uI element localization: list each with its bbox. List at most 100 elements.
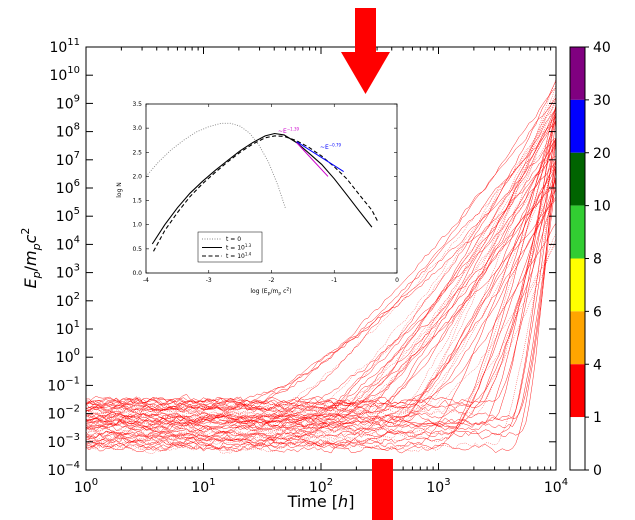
particle-track [86, 137, 556, 407]
y-tick-exp: 2 [74, 291, 80, 302]
main-y-axis: 10−410−310−210−1100101102103104105106107… [47, 37, 556, 479]
colorbar-segment [570, 47, 585, 100]
y-title-sup: 2 [19, 228, 32, 235]
inset-x-title-b: /m [270, 288, 278, 295]
inset-x-title-sup: 2 [286, 287, 289, 293]
inset-legend-label-sup: 1.3 [245, 243, 252, 248]
x-axis-title: Time [h] [287, 492, 355, 511]
x-tick-label: 103 [426, 477, 450, 496]
particle-track [86, 93, 556, 437]
inset-x-title-close: ) [289, 288, 291, 295]
y-tick-base: 10 [56, 350, 74, 366]
y-tick-base: 10 [56, 322, 74, 338]
bottom-marker-bar [372, 459, 393, 520]
particle-track [86, 109, 556, 452]
colorbar-label: 8 [593, 252, 602, 268]
inset-legend-label-base: t = 10 [226, 245, 245, 252]
particle-track [86, 120, 556, 410]
inset-legend-label-base: t = 10 [226, 253, 245, 260]
x-tick-exp: 1 [209, 477, 215, 488]
particle-track [86, 119, 556, 451]
y-tick-exp: 10 [67, 65, 80, 76]
y-tick-base: 10 [47, 435, 65, 451]
inset-x-tick-label: -2 [269, 277, 275, 284]
inset-legend-label: t = 101.3 [226, 243, 252, 252]
y-tick-label: 100 [56, 347, 80, 366]
y-title-p-sub2: p [30, 243, 43, 251]
x-tick-base: 10 [426, 480, 444, 496]
down-arrow-head [341, 52, 390, 94]
colorbar-segment [570, 205, 585, 259]
y-tick-exp: 6 [74, 178, 80, 189]
y-tick-label: 107 [56, 150, 80, 169]
y-tick-exp: −2 [65, 404, 80, 415]
y-tick-label: 10−1 [47, 375, 80, 394]
particle-track [86, 97, 556, 417]
inset-x-title-c: c [281, 288, 286, 295]
inset-x-tick-label: -1 [331, 277, 337, 284]
inset-y-tick-label: 0.5 [132, 246, 142, 253]
inset-x-title-sub: p [268, 292, 271, 297]
y-tick-exp: 11 [67, 37, 80, 48]
inset-fit-label-sup: −1.39 [287, 127, 300, 132]
colorbar-label: 10 [593, 199, 611, 215]
x-tick-base: 10 [191, 480, 209, 496]
particle-track [86, 87, 556, 435]
particle-track [86, 155, 556, 405]
inset-x-title-sub2: p [278, 292, 281, 297]
colorbar-segment [570, 152, 585, 206]
colorbar-label: 20 [593, 146, 611, 162]
inset-plot: ~E−1.39~E−0.79 -4 -3 -2 -1 0 0.00.51.01.52.0… [116, 101, 399, 297]
y-tick-base: 10 [47, 378, 65, 394]
inset-fit-line [296, 142, 329, 177]
particle-track [86, 110, 556, 449]
inset-fit-label-base: ~E [320, 144, 329, 151]
inset-y-tick-label: 3.5 [132, 101, 142, 108]
inset-y-tick-label: 2.5 [132, 149, 142, 156]
y-tick-exp: −4 [65, 460, 80, 471]
colorbar-label: 0 [593, 463, 602, 479]
y-tick-base: 10 [56, 153, 74, 169]
y-tick-label: 10−3 [47, 432, 80, 451]
particle-track [86, 199, 556, 442]
y-tick-base: 10 [56, 237, 74, 253]
particle-track [86, 97, 556, 429]
inset-y-tick-label: 1.5 [132, 198, 142, 205]
x-tick-exp: 0 [92, 477, 98, 488]
particle-track [86, 143, 556, 416]
particle-track [86, 167, 556, 453]
inset-fit-label-base: ~E [278, 128, 287, 135]
y-tick-exp: 1 [74, 319, 80, 330]
y-title-p-sub: p [30, 271, 43, 279]
y-tick-base: 10 [56, 209, 74, 225]
particle-track [86, 101, 556, 438]
inset-series: ~E−1.39~E−0.79 [145, 122, 379, 252]
y-tick-label: 1010 [49, 65, 80, 84]
x-tick-label: 102 [309, 477, 333, 496]
y-tick-label: 101 [56, 319, 80, 338]
colorbar-label: 4 [593, 357, 602, 373]
particle-track [86, 115, 556, 432]
inset-legend-label: t = 0 [226, 236, 241, 243]
inset-y-title: log N [116, 182, 123, 198]
y-tick-exp: 9 [74, 93, 80, 104]
particle-track [86, 158, 556, 410]
particle-track [86, 109, 556, 423]
particle-track [86, 156, 556, 439]
particle-track [86, 160, 556, 415]
inset-fit-label-sup: −0.79 [329, 143, 342, 148]
particle-track [86, 164, 556, 446]
inset-y-axis: 0.0 0.5 1.0 1.5 2.0 2.5 3.0 3.5 [132, 101, 397, 277]
y-tick-label: 10−4 [47, 460, 80, 479]
inset-legend-label-sup: 1.4 [245, 252, 252, 257]
y-tick-exp: 7 [74, 150, 80, 161]
y-tick-label: 102 [56, 291, 80, 310]
y-tick-base: 10 [49, 40, 67, 56]
colorbar-segment [570, 417, 585, 470]
inset-fit-label: ~E−0.79 [320, 143, 342, 152]
y-tick-label: 109 [56, 93, 80, 112]
x-tick-exp: 2 [327, 477, 333, 488]
inset-x-title: log (Ep/mp c2) [250, 287, 291, 297]
